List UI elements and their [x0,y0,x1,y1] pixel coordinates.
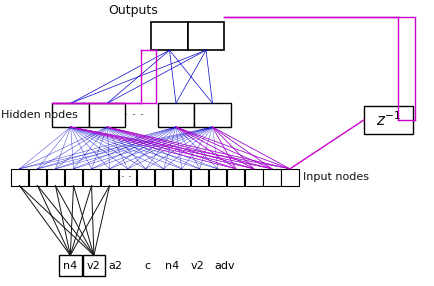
Bar [158,103,194,127]
Text: v2: v2 [87,261,101,271]
Text: Hidden nodes: Hidden nodes [1,110,78,120]
Bar [65,169,82,186]
Text: · · ·: · · · [124,109,144,122]
Bar [82,255,105,276]
Text: Outputs: Outputs [108,4,158,17]
Bar [173,169,191,186]
Bar [155,169,172,186]
Bar [364,106,413,134]
Text: · · ·: · · · [121,172,139,182]
Bar [29,169,46,186]
Text: Input nodes: Input nodes [303,172,369,182]
Text: n4: n4 [63,261,77,271]
Bar [89,103,125,127]
Bar [209,169,227,186]
Bar [59,255,82,276]
Text: adv: adv [214,261,235,271]
Bar [245,169,263,186]
Bar [188,22,224,50]
Bar [227,169,244,186]
Bar [119,169,136,186]
Text: c: c [144,261,150,271]
Bar [151,22,188,50]
Bar [194,103,231,127]
Bar [137,169,154,186]
Text: a2: a2 [108,261,123,271]
Text: $z^{-1}$: $z^{-1}$ [376,111,401,129]
Bar [263,169,280,186]
Bar [101,169,118,186]
Bar [191,169,208,186]
Bar [53,103,89,127]
Bar [83,169,100,186]
Bar [281,169,299,186]
Text: v2: v2 [191,261,204,271]
Text: n4: n4 [165,261,179,271]
Bar [47,169,64,186]
Bar [11,169,28,186]
